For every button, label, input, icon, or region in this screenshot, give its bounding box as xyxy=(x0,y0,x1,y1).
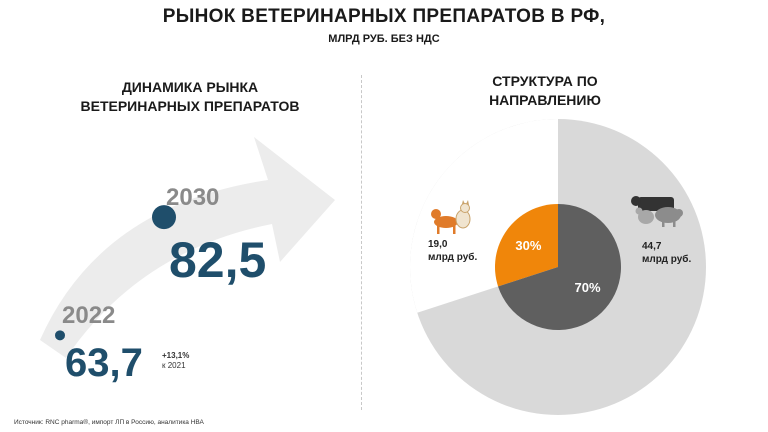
value-label-2022: 63,7 xyxy=(65,341,143,386)
growth-percent: +13,1% xyxy=(162,351,190,360)
pie-slice-70pct xyxy=(498,204,621,330)
left-heading-line1: ДИНАМИКА РЫНКА xyxy=(121,79,259,95)
farm-animals-icon xyxy=(631,196,683,227)
farm-annotation: 44,7 млрд руб. xyxy=(642,240,691,266)
growth-point-2022 xyxy=(55,330,65,341)
pie-slice-30pct xyxy=(495,204,558,287)
right-panel-heading: СТРУКТУРА ПО НАПРАВЛЕНИЮ xyxy=(415,72,675,110)
value-label-2030: 82,5 xyxy=(169,232,267,289)
pie-label-30pct: 30% xyxy=(515,237,542,253)
left-heading-line2: ВЕТЕРИНАРНЫХ ПРЕПАРАТОВ xyxy=(80,98,300,114)
growth-arrow xyxy=(40,137,335,358)
panel-divider xyxy=(361,75,362,410)
pie-label-70pct: 70% xyxy=(574,280,601,296)
dog-cat-icon xyxy=(431,200,471,234)
source-note: Источник: RNC pharma®, импорт ЛП в Росси… xyxy=(14,419,204,426)
right-heading-line1: СТРУКТУРА ПО xyxy=(492,73,598,89)
right-heading-line2: НАПРАВЛЕНИЮ xyxy=(489,92,601,108)
year-label-2022: 2022 xyxy=(62,302,116,330)
pets-unit: млрд руб. xyxy=(428,252,478,263)
left-panel-heading: ДИНАМИКА РЫНКА ВЕТЕРИНАРНЫХ ПРЕПАРАТОВ xyxy=(40,78,340,116)
page-title: РЫНОК ВЕТЕРИНАРНЫХ ПРЕПАРАТОВ В РФ, xyxy=(162,6,606,27)
farm-unit: млрд руб. xyxy=(642,254,692,265)
farm-value: 44,7 xyxy=(642,241,662,252)
pets-annotation: 19,0 млрд руб. xyxy=(428,238,477,264)
pets-value: 19,0 xyxy=(428,239,448,250)
page-subtitle: МЛРД РУБ. БЕЗ НДС xyxy=(328,33,440,45)
growth-note: +13,1% к 2021 xyxy=(162,351,189,371)
year-label-2030: 2030 xyxy=(166,184,220,212)
growth-base-year: к 2021 xyxy=(162,361,186,370)
growth-point-2030 xyxy=(152,205,176,230)
